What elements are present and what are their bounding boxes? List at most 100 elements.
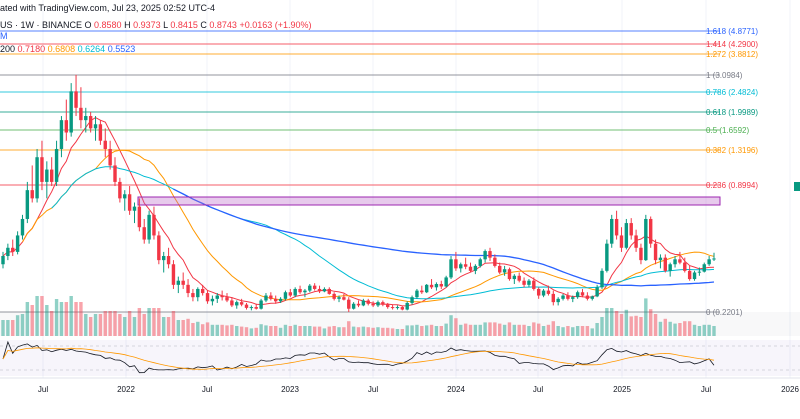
candle-body <box>191 293 195 298</box>
fib-zero-zone <box>0 312 800 336</box>
volume-bar <box>181 320 185 336</box>
candle-body <box>390 307 395 309</box>
volume-bar <box>459 324 463 336</box>
candle-body <box>459 264 463 269</box>
volume-bar <box>454 318 458 336</box>
candle-body <box>575 292 580 298</box>
candle-body <box>162 256 166 261</box>
candle-body <box>702 264 706 272</box>
indicator-legend-m[interactable]: M <box>0 31 8 41</box>
candle-body <box>381 302 385 305</box>
volume-bar <box>69 296 73 336</box>
candle-body <box>327 288 331 294</box>
volume-bar <box>566 326 570 336</box>
low-value: 0.8415 <box>170 20 198 30</box>
candle-body <box>449 259 453 278</box>
rsi-pane <box>0 340 800 376</box>
volume-bar <box>610 308 614 336</box>
volume-bar <box>235 326 239 336</box>
volume-bar <box>648 309 653 336</box>
candle-body <box>127 194 132 211</box>
candle-body <box>220 295 224 298</box>
candle-body <box>478 259 482 266</box>
volume-bar <box>205 322 210 336</box>
fibonacci-levels: 1.618 (4.8771) 1.414 (4.2900)1.272 (3.881… <box>0 27 800 336</box>
volume-bar <box>93 314 98 336</box>
volume-bar <box>342 327 346 336</box>
volume-bar <box>536 323 541 336</box>
candle-body <box>230 300 234 306</box>
volume-bar <box>40 296 44 336</box>
volume-bar <box>683 321 687 336</box>
candle-body <box>566 295 570 299</box>
candle-body <box>49 169 54 182</box>
candle-body <box>444 277 448 287</box>
volume-bar <box>449 315 453 336</box>
volume-bar <box>15 315 20 336</box>
candle-body <box>342 297 346 300</box>
volume-bar <box>244 327 249 336</box>
volume-bar <box>605 308 609 336</box>
volume-bar <box>522 324 526 336</box>
candle-body <box>439 284 443 287</box>
fib-label: 0.786 (2.4824) <box>706 88 758 97</box>
candle-body <box>283 292 288 299</box>
candle-body <box>293 288 297 296</box>
volume-bar <box>35 296 39 336</box>
volume-bar <box>288 326 293 336</box>
volume-bar <box>337 327 341 336</box>
candle-body <box>410 297 414 303</box>
candle-body <box>278 298 283 302</box>
volume-bar <box>220 324 224 336</box>
candle-body <box>225 297 229 301</box>
x-tick-label: 2023 <box>281 385 299 394</box>
indicator-m-label: M <box>0 31 8 41</box>
volume-bar <box>123 317 127 336</box>
volume-bar <box>541 326 546 336</box>
volume-bar <box>653 314 658 336</box>
close-value: 0.8743 <box>209 20 237 30</box>
volume-bar <box>45 305 49 336</box>
volume-bar <box>473 324 478 336</box>
candle-body <box>113 165 117 182</box>
volume-bar <box>88 317 93 336</box>
volume-bar <box>127 311 132 336</box>
fib-label: 1.414 (4.2900) <box>706 40 758 49</box>
candle-body <box>215 295 219 299</box>
volume-bar <box>347 321 351 336</box>
volume-bar <box>49 311 54 336</box>
candle-body <box>571 297 575 299</box>
volume-bar <box>493 322 497 336</box>
ma-value-1: 0.7180 <box>17 44 46 54</box>
x-tick-label: 2024 <box>447 385 465 394</box>
chart-grid <box>42 0 791 378</box>
fib-label: 0.382 (1.3196) <box>706 146 758 155</box>
rsi-ma-line <box>2 347 715 370</box>
fib-label: 0 (0.2201) <box>706 308 743 317</box>
volume-bar <box>278 327 283 336</box>
volume-bar <box>171 311 176 336</box>
volume-bar <box>298 326 302 336</box>
volume-bar <box>308 326 312 336</box>
volume-bar <box>517 324 521 336</box>
x-tick-label: Jul <box>38 385 48 394</box>
candle-body <box>123 194 127 199</box>
volume-bar <box>239 326 244 336</box>
candle-body <box>546 290 551 294</box>
volume-bar <box>439 326 443 336</box>
volume-bar <box>166 317 171 336</box>
candle-body <box>84 116 88 121</box>
volume-bar <box>420 326 424 336</box>
x-tick-label: 2025 <box>613 385 631 394</box>
x-tick-label: 2022 <box>117 385 135 394</box>
candle-body <box>678 259 682 263</box>
candle-body <box>468 266 473 271</box>
volume-bar <box>376 327 380 336</box>
volume-bar <box>20 314 25 336</box>
volume-bar <box>254 327 258 336</box>
volume-bar <box>712 326 716 336</box>
volume-bar <box>30 305 34 336</box>
candle-body <box>493 257 497 266</box>
ma-legend[interactable]: 200 0.7180 0.6808 0.6264 0.5523 <box>0 44 135 54</box>
